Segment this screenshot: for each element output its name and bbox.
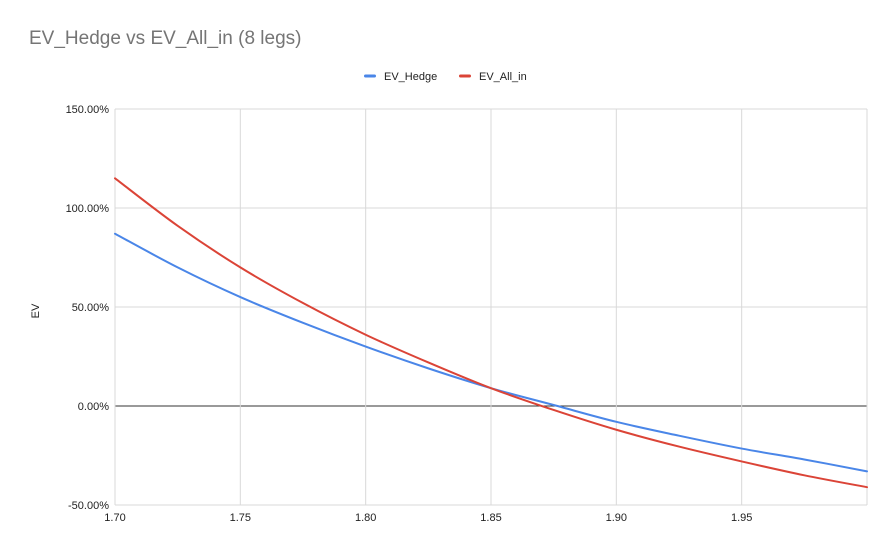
x-tick-label: 1.70 [104, 512, 125, 524]
x-tick-label: 1.75 [230, 512, 251, 524]
series-line-ev-all-in [114, 177, 868, 489]
x-tick-label: 1.95 [731, 512, 752, 524]
y-axis-title: EV [30, 303, 42, 318]
legend-swatch [364, 74, 376, 78]
y-tick-label: 0.00% [78, 401, 109, 413]
chart-title: EV_Hedge vs EV_All_in (8 legs) [29, 28, 302, 49]
legend-label: EV_All_in [479, 71, 527, 83]
axis-tick-labels: 150.00% 100.00% 50.00% 0.00% -50.00%1.70 1.75… [66, 104, 753, 524]
y-tick-label: 150.00% [66, 104, 110, 116]
grid-lines [114, 108, 868, 506]
y-tick-label: 100.00% [66, 203, 110, 215]
legend: EV_Hedge EV_All_in [364, 71, 527, 83]
legend-swatch [459, 74, 471, 78]
x-tick-label: 1.80 [355, 512, 376, 524]
legend-label: EV_Hedge [384, 71, 437, 83]
series-lines [114, 177, 868, 489]
y-tick-label: -50.00% [68, 500, 109, 512]
x-tick-label: 1.85 [480, 512, 501, 524]
y-tick-label: 50.00% [72, 302, 110, 314]
x-tick-label: 1.90 [606, 512, 627, 524]
